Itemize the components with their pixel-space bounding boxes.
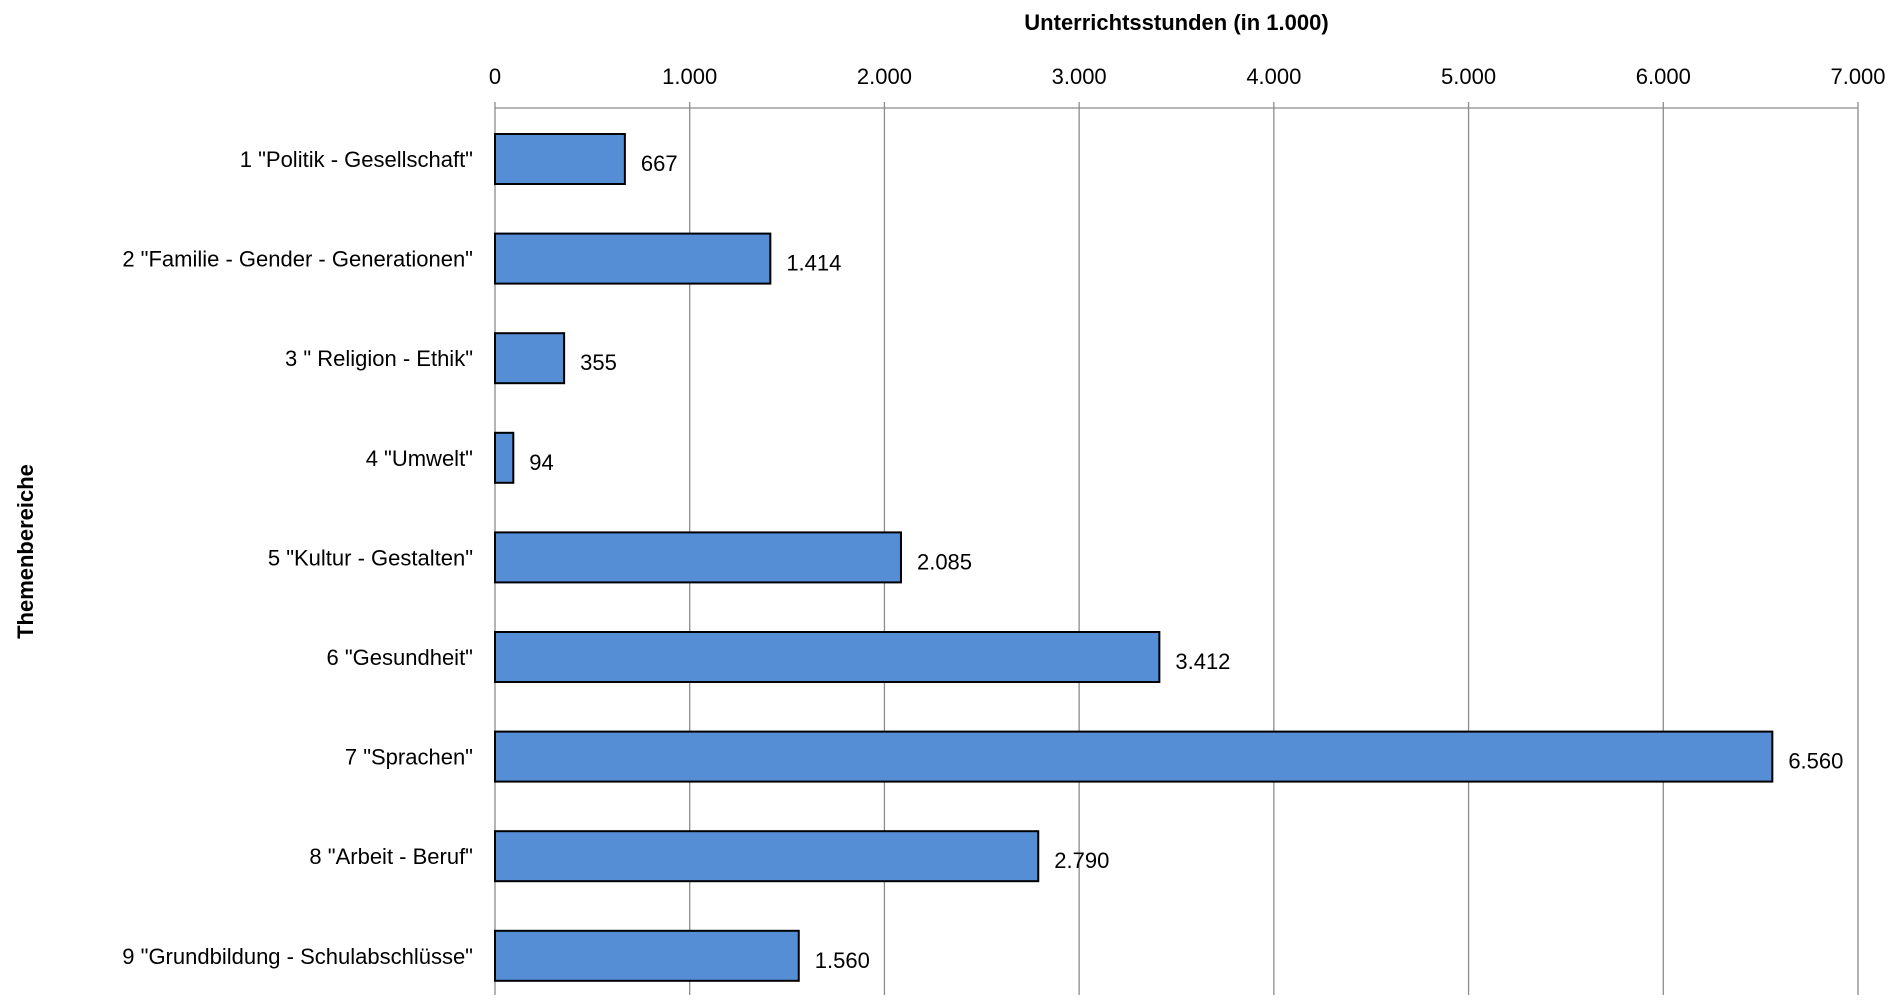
- x-tick-label: 1.000: [662, 64, 717, 89]
- bar: [494, 830, 1040, 883]
- category-label: 3 " Religion - Ethik": [285, 346, 473, 371]
- bar: [494, 133, 626, 185]
- value-label: 3.412: [1175, 649, 1230, 674]
- value-label: 667: [641, 151, 678, 176]
- value-label: 6.560: [1788, 749, 1843, 774]
- bar: [494, 929, 800, 982]
- category-label: 6 "Gesundheit": [327, 645, 474, 670]
- x-tick-label: 5.000: [1441, 64, 1496, 89]
- gridlines: [689, 108, 1859, 995]
- x-tick-label: 3.000: [1052, 64, 1107, 89]
- x-axis-title: Unterrichtsstunden (in 1.000): [1024, 10, 1328, 35]
- category-label: 5 "Kultur - Gestalten": [268, 545, 473, 570]
- x-tick-label: 0: [489, 64, 501, 89]
- value-label: 94: [529, 450, 553, 475]
- bar: [494, 232, 772, 285]
- bars: [494, 133, 1774, 982]
- x-tick-label: 6.000: [1636, 64, 1691, 89]
- bar: [494, 332, 566, 385]
- category-label: 1 "Politik - Gesellschaft": [240, 147, 473, 172]
- bar: [494, 431, 515, 484]
- category-label: 8 "Arbeit - Beruf": [309, 844, 473, 869]
- labels: 1 "Politik - Gesellschaft" 667 2 "Familie …: [122, 147, 1843, 973]
- y-axis-title: Themenbereiche: [13, 464, 38, 639]
- value-label: 1.560: [815, 948, 870, 973]
- value-label: 2.790: [1054, 848, 1109, 873]
- x-tick-label: 4.000: [1246, 64, 1301, 89]
- value-label: 1.414: [786, 251, 841, 276]
- category-label: 9 "Grundbildung - Schulabschlüsse": [122, 944, 473, 969]
- x-tick-label: 2.000: [857, 64, 912, 89]
- bar: [494, 631, 1161, 683]
- value-label: 2.085: [917, 549, 972, 574]
- bar: [494, 531, 902, 584]
- x-tick-label: 7.000: [1830, 64, 1885, 89]
- value-label: 355: [580, 350, 617, 375]
- category-label: 2 "Familie - Gender - Generationen": [122, 247, 473, 272]
- category-label: 7 "Sprachen": [345, 745, 473, 770]
- bar: [494, 730, 1774, 783]
- category-label: 4 "Umwelt": [366, 446, 473, 471]
